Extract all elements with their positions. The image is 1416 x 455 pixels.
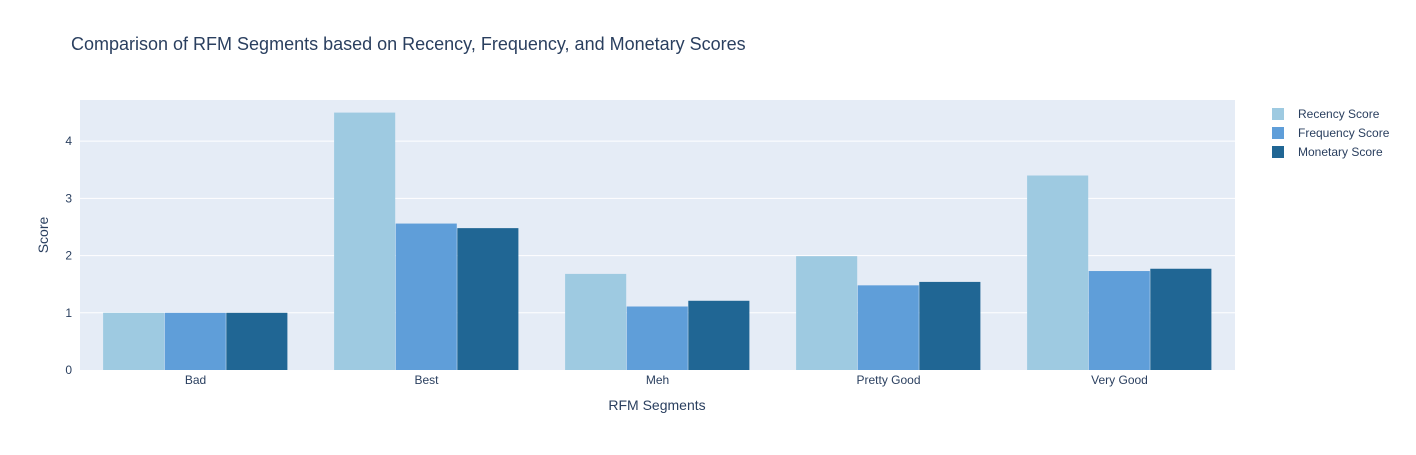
- y-tick-label: 2: [65, 249, 72, 263]
- y-axis-title: Score: [35, 217, 51, 254]
- bar-frequency-score-pretty-good[interactable]: [857, 285, 919, 370]
- bar-monetary-score-pretty-good[interactable]: [919, 281, 981, 370]
- bar-recency-score-very-good[interactable]: [1027, 175, 1089, 370]
- y-tick-label: 0: [65, 363, 72, 377]
- y-tick-label: 3: [65, 191, 72, 205]
- legend-label: Recency Score: [1298, 107, 1380, 121]
- chart-title: Comparison of RFM Segments based on Rece…: [71, 34, 746, 54]
- bar-monetary-score-very-good[interactable]: [1150, 268, 1212, 370]
- legend-item[interactable]: Frequency Score: [1272, 126, 1390, 140]
- bar-monetary-score-best[interactable]: [457, 228, 519, 370]
- x-axis-ticks: Bad Best Meh Pretty Good Very Good: [185, 373, 1148, 387]
- bar-frequency-score-best[interactable]: [395, 223, 457, 370]
- legend-label: Monetary Score: [1298, 145, 1383, 159]
- legend-swatch: [1272, 146, 1284, 158]
- x-tick-label: Pretty Good: [856, 373, 920, 387]
- bar-recency-score-best[interactable]: [334, 112, 396, 370]
- bar-recency-score-bad[interactable]: [103, 312, 165, 370]
- legend-swatch: [1272, 127, 1284, 139]
- legend-item[interactable]: Recency Score: [1272, 107, 1380, 121]
- bars: [103, 112, 1212, 370]
- x-tick-label: Best: [414, 373, 439, 387]
- bar-frequency-score-bad[interactable]: [164, 312, 226, 370]
- legend[interactable]: Recency Score Frequency Score Monetary Sco…: [1272, 107, 1390, 159]
- x-axis-title: RFM Segments: [608, 397, 705, 413]
- bar-monetary-score-bad[interactable]: [226, 312, 288, 370]
- legend-label: Frequency Score: [1298, 126, 1390, 140]
- legend-item[interactable]: Monetary Score: [1272, 145, 1383, 159]
- x-tick-label: Bad: [185, 373, 206, 387]
- bar-frequency-score-very-good[interactable]: [1088, 271, 1150, 370]
- bar-frequency-score-meh[interactable]: [626, 306, 688, 370]
- bar-recency-score-pretty-good[interactable]: [796, 256, 858, 370]
- y-axis-ticks: 0 1 2 3 4: [65, 134, 72, 377]
- x-tick-label: Meh: [646, 373, 669, 387]
- bar-monetary-score-meh[interactable]: [688, 300, 750, 370]
- y-tick-label: 4: [65, 134, 72, 148]
- y-tick-label: 1: [65, 306, 72, 320]
- legend-swatch: [1272, 108, 1284, 120]
- bar-recency-score-meh[interactable]: [565, 273, 627, 370]
- x-tick-label: Very Good: [1091, 373, 1148, 387]
